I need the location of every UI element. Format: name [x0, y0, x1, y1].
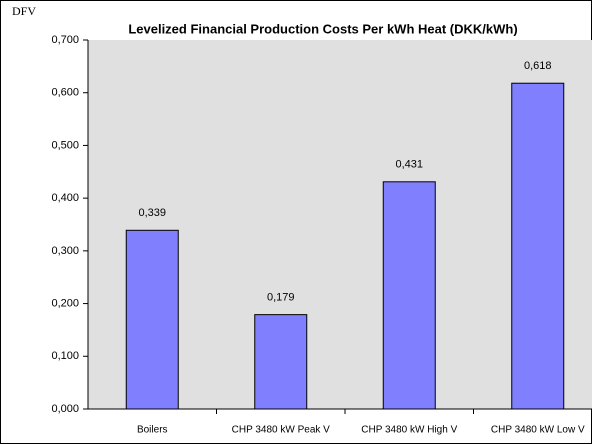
- value-label: 0,179: [267, 292, 295, 304]
- value-label: 0,618: [524, 60, 552, 72]
- y-tick-label: 0,000: [51, 403, 79, 415]
- chart-title: Levelized Financial Production Costs Per…: [128, 21, 517, 36]
- y-tick-label: 0,100: [51, 350, 79, 362]
- y-tick-label: 0,400: [51, 192, 79, 204]
- x-tick-label: Boilers: [137, 425, 168, 436]
- y-tick-label: 0,600: [51, 87, 79, 99]
- y-tick-label: 0,200: [51, 297, 79, 309]
- bar: [125, 229, 179, 410]
- logo: DFV: [12, 4, 36, 18]
- bar: [254, 314, 308, 410]
- y-tick-label: 0,500: [51, 139, 79, 151]
- y-tick-label: 0,300: [51, 245, 79, 257]
- y-tick-label: 0,700: [51, 34, 79, 46]
- bar: [511, 82, 565, 410]
- value-label: 0,339: [138, 207, 166, 219]
- value-label: 0,431: [395, 159, 423, 171]
- bar: [382, 181, 436, 410]
- x-tick-label: CHP 3480 kW Low V: [491, 425, 585, 436]
- x-tick-label: CHP 3480 kW High V: [361, 425, 457, 436]
- x-tick-label: CHP 3480 kW Peak V: [232, 425, 331, 436]
